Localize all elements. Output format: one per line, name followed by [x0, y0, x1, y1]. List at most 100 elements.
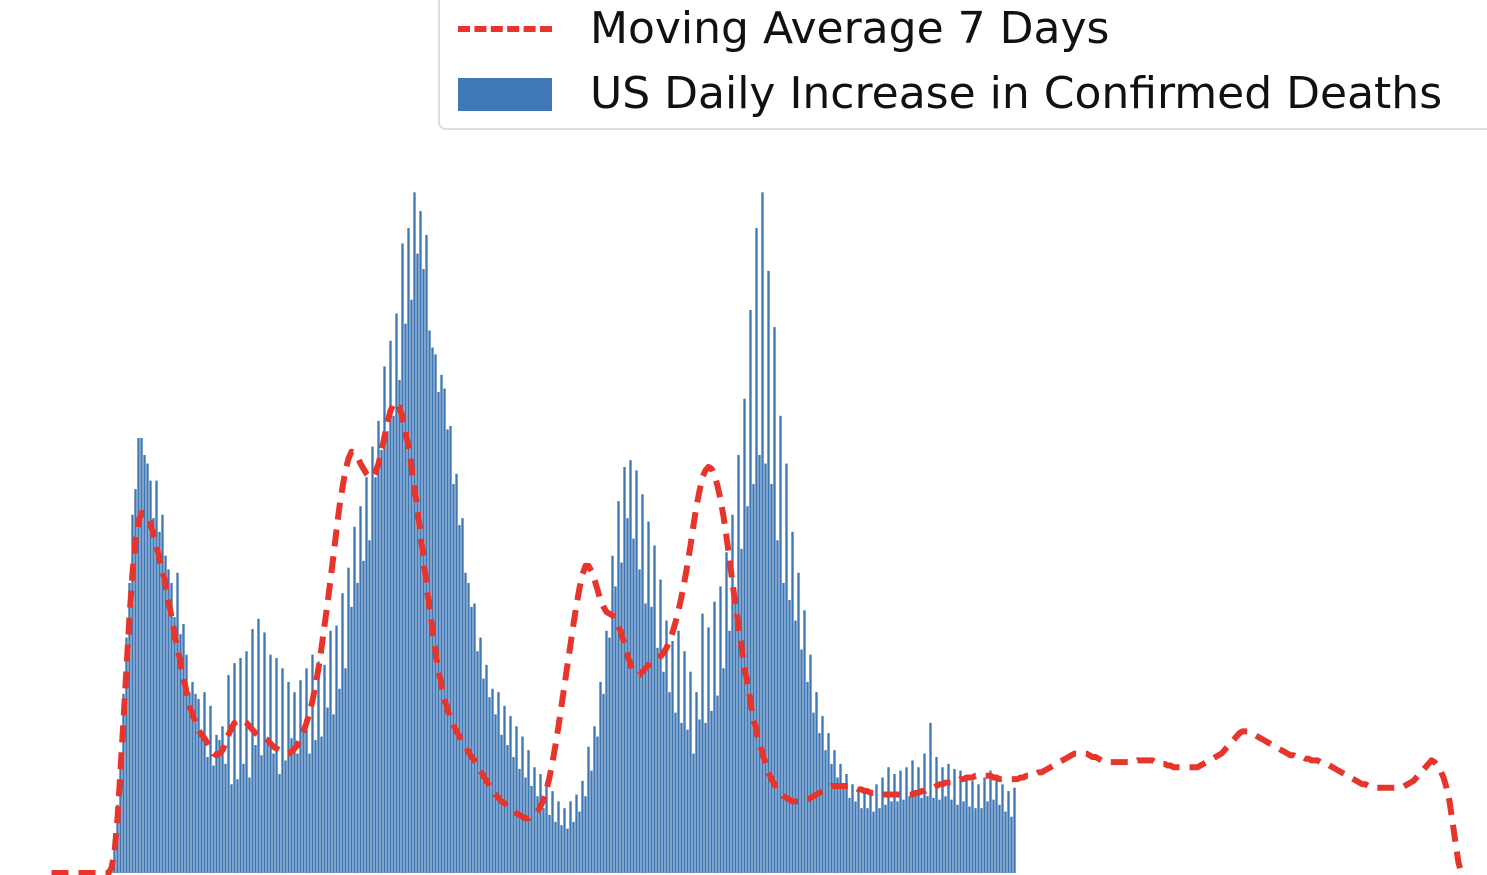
bar: [263, 632, 266, 873]
bar: [176, 572, 179, 873]
bar: [260, 755, 263, 873]
bar: [464, 572, 467, 873]
bar: [368, 540, 371, 873]
bar: [704, 722, 707, 873]
bar: [803, 610, 806, 873]
bar: [134, 489, 137, 873]
bar: [800, 649, 803, 873]
bar: [740, 548, 743, 873]
bar: [347, 567, 350, 873]
bar: [143, 455, 146, 873]
bar: [854, 801, 857, 873]
bar: [365, 477, 368, 873]
legend: Moving Average 7 Days US Daily Increase …: [438, 0, 1487, 130]
bar: [359, 506, 362, 873]
bar: [461, 518, 464, 873]
bar: [875, 784, 878, 873]
bar: [287, 681, 290, 873]
bar: [329, 630, 332, 873]
bar: [779, 415, 782, 873]
bar: [641, 494, 644, 873]
bar: [509, 716, 512, 873]
bar: [722, 668, 725, 873]
bar: [173, 617, 176, 873]
bar: [542, 808, 545, 873]
bar: [791, 531, 794, 873]
bar: [845, 774, 848, 873]
bar: [584, 796, 587, 873]
bar: [953, 768, 956, 873]
bar: [317, 661, 320, 873]
bar: [266, 743, 269, 873]
bar: [569, 801, 572, 873]
bar: [491, 688, 494, 873]
bar: [440, 374, 443, 873]
bar: [341, 593, 344, 873]
bar: [749, 310, 752, 873]
bar: [776, 540, 779, 873]
bar: [716, 695, 719, 873]
bar: [311, 654, 314, 873]
bar: [839, 763, 842, 873]
bar: [551, 791, 554, 873]
bar: [254, 745, 257, 873]
bar: [452, 484, 455, 873]
bar: [587, 746, 590, 873]
bar: [221, 726, 224, 873]
bar: [200, 733, 203, 873]
bar: [974, 808, 977, 873]
bar: [458, 524, 461, 873]
bar: [992, 799, 995, 873]
bar: [308, 753, 311, 873]
bar: [425, 234, 428, 873]
legend-label-daily-deaths: US Daily Increase in Confirmed Deaths: [590, 68, 1443, 119]
bar: [479, 637, 482, 873]
bar: [623, 466, 626, 873]
legend-swatch-dashed-line: [458, 26, 552, 32]
bar: [497, 692, 500, 873]
bar: [239, 658, 242, 873]
bar: [197, 698, 200, 873]
bar: [548, 815, 551, 873]
bar: [323, 664, 326, 873]
bar: [767, 270, 770, 873]
bar: [746, 506, 749, 873]
bar: [971, 780, 974, 873]
legend-item-daily-deaths: US Daily Increase in Confirmed Deaths: [458, 70, 1442, 118]
bar: [158, 531, 161, 873]
bar: [638, 569, 641, 873]
bar: [671, 640, 674, 873]
bar: [248, 777, 251, 873]
bar: [782, 582, 785, 873]
bar: [212, 765, 215, 873]
bar: [332, 714, 335, 873]
bar: [125, 637, 128, 873]
bar: [905, 767, 908, 873]
bar: [326, 707, 329, 873]
bar: [725, 552, 728, 873]
bar: [644, 603, 647, 873]
bar: [632, 538, 635, 873]
bar: [572, 821, 575, 873]
bar: [647, 521, 650, 873]
bar: [224, 763, 227, 873]
bar: [515, 726, 518, 873]
bar: [230, 784, 233, 873]
bar: [131, 514, 134, 873]
bar: [314, 739, 317, 873]
bar: [185, 654, 188, 873]
bar: [1013, 787, 1016, 873]
bar: [728, 630, 731, 873]
bar: [830, 763, 833, 873]
bar: [251, 629, 254, 873]
bar: [392, 415, 395, 873]
bar: [557, 801, 560, 873]
bar: [410, 299, 413, 873]
bar: [851, 784, 854, 873]
bar: [668, 692, 671, 873]
bar: [848, 797, 851, 873]
bar: [677, 630, 680, 873]
bar: [290, 738, 293, 873]
bar: [743, 398, 746, 873]
